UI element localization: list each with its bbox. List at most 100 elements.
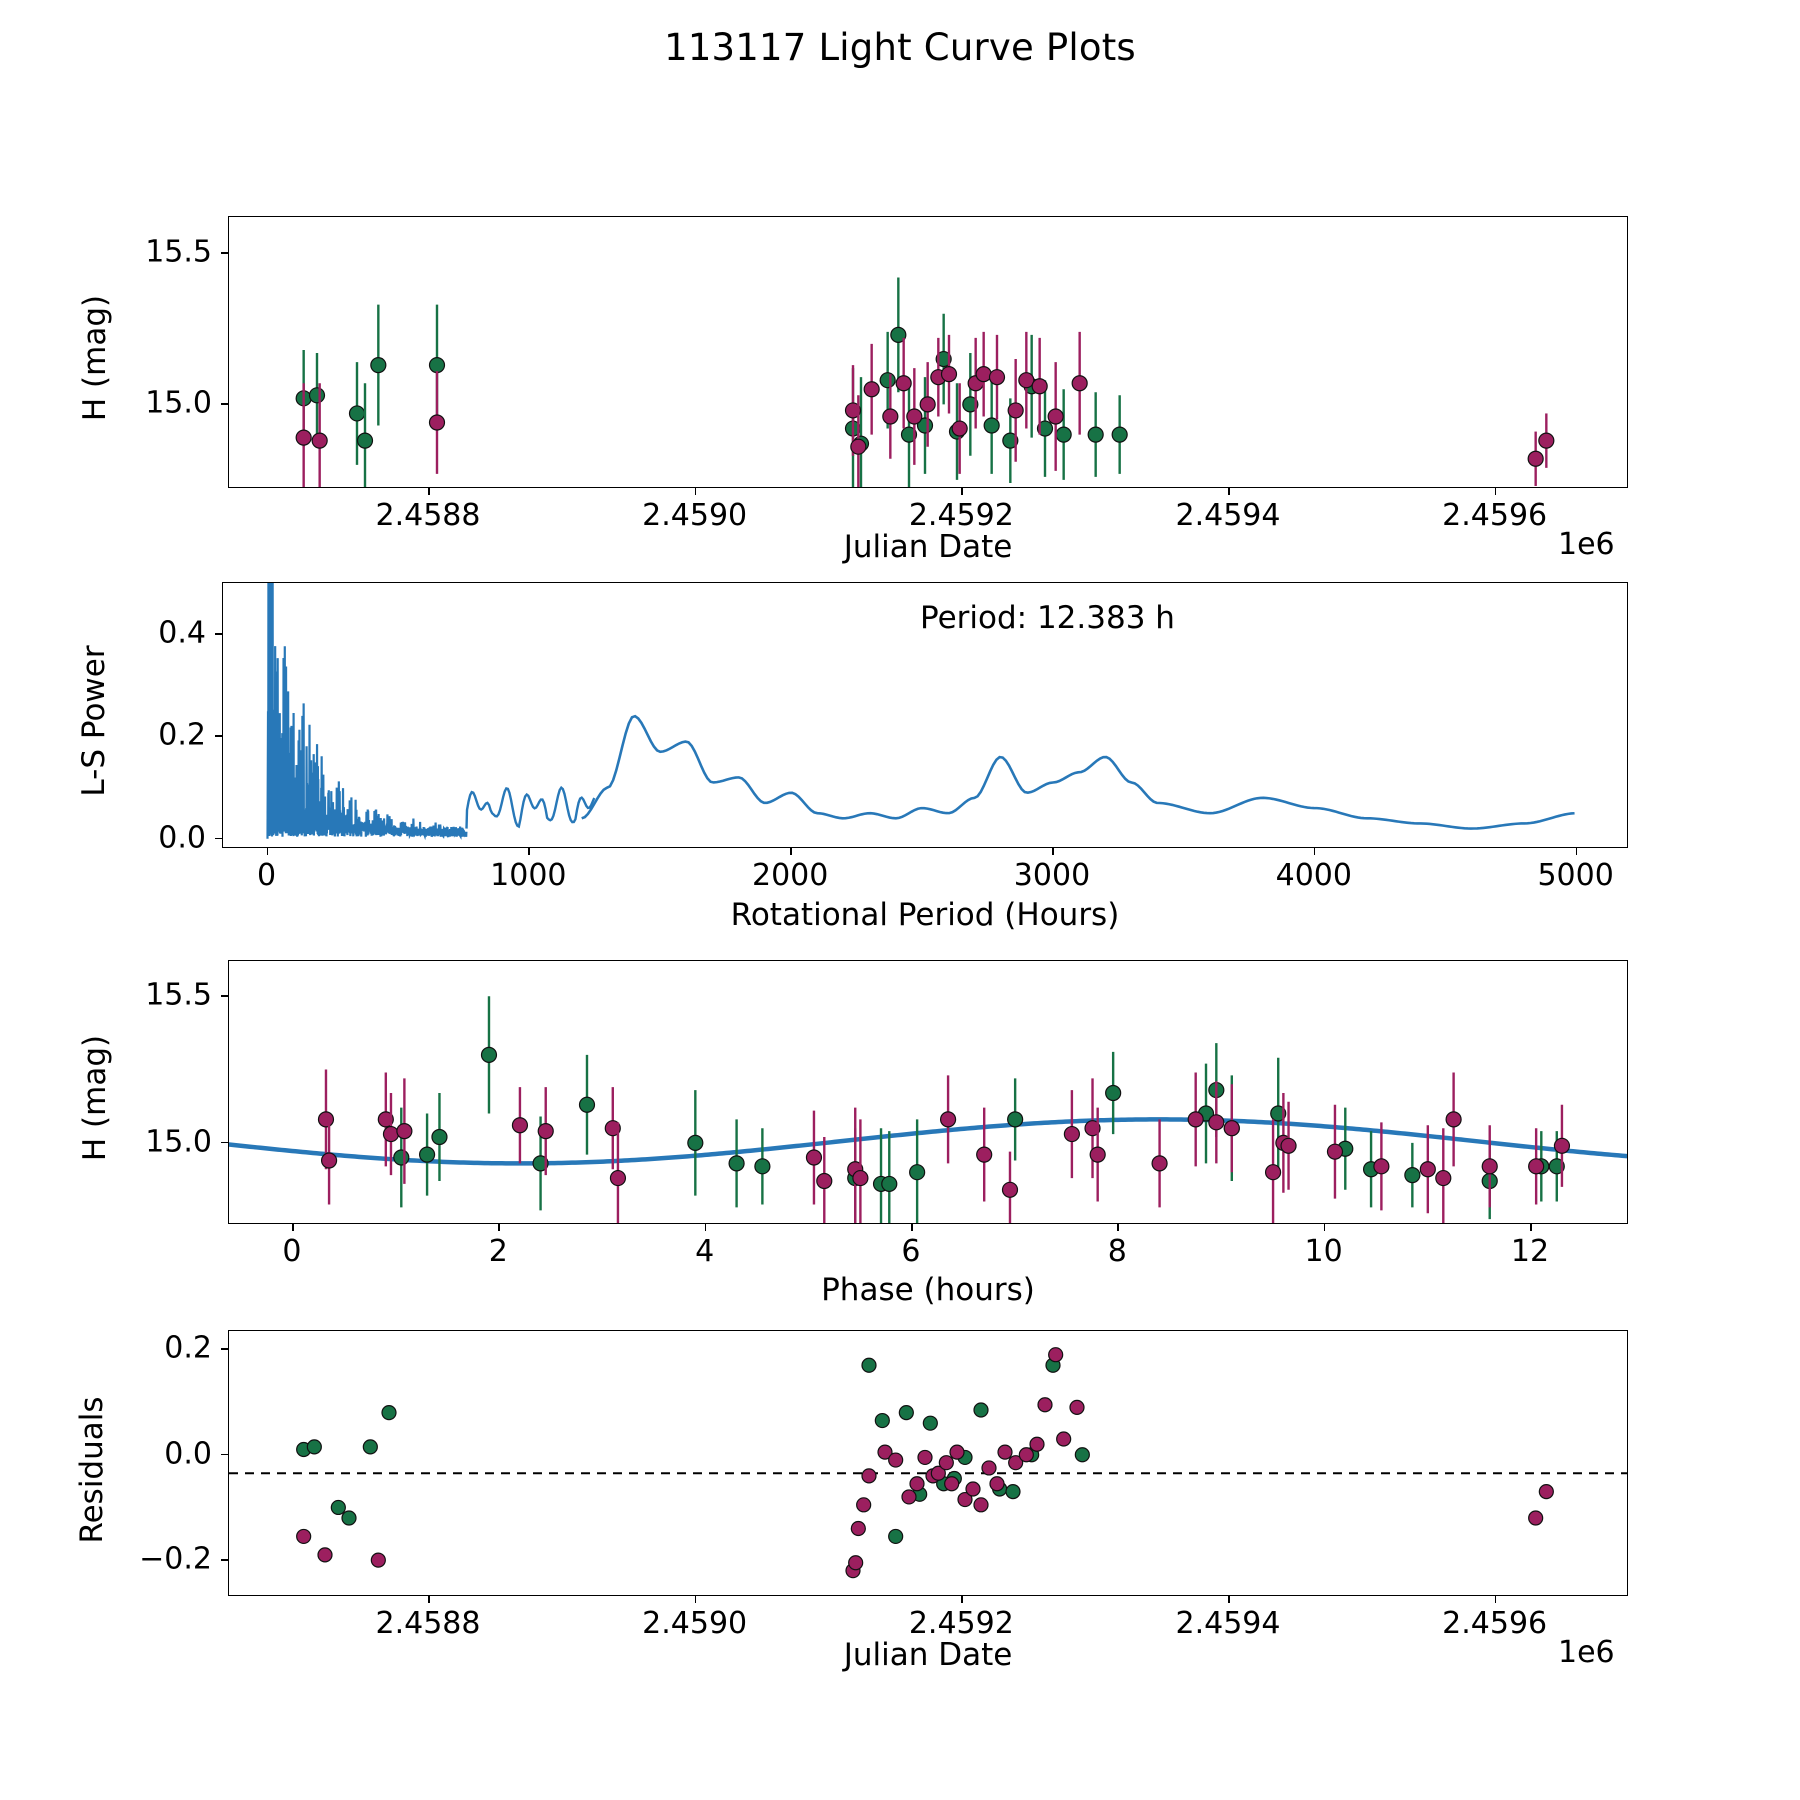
data-point (881, 1175, 898, 1193)
data-point (370, 356, 387, 374)
x-tick-mark (1494, 1596, 1497, 1603)
data-point (895, 375, 912, 392)
data-point (296, 1528, 312, 1545)
y-tick-label: 0.4 (158, 615, 206, 651)
x-tick-mark (1494, 488, 1497, 495)
x-tick-label: 4000 (1275, 858, 1352, 893)
data-point (1002, 432, 1019, 449)
y-tick-label: −0.2 (139, 1541, 212, 1577)
data-point (1548, 1158, 1565, 1175)
y-tick-label: 0.2 (158, 717, 206, 753)
data-point (975, 366, 992, 383)
data-point (1005, 1484, 1021, 1500)
data-point (295, 429, 312, 446)
x-tick-mark (910, 1224, 913, 1231)
x-tick-mark (291, 1224, 294, 1231)
data-point (976, 1146, 993, 1163)
phased-ylabel: H (mag) (77, 1034, 113, 1162)
data-point (983, 417, 1000, 434)
data-point (1029, 1436, 1045, 1452)
x-tick-label: 12 (1510, 1234, 1550, 1269)
y-tick-label: 0.2 (164, 1330, 212, 1366)
x-tick-label: 2000 (751, 858, 829, 893)
y-tick-label: 15.0 (145, 1124, 212, 1160)
data-point (1007, 402, 1024, 419)
data-point (850, 1520, 866, 1537)
y-tick-mark (221, 1453, 228, 1456)
x-tick-mark (1529, 1224, 1532, 1231)
phased-plot-area (229, 996, 1627, 1223)
panel-periodogram (222, 582, 1628, 848)
data-point (981, 1460, 997, 1476)
data-point (1084, 1120, 1101, 1137)
data-point (1373, 1158, 1390, 1175)
data-point (1223, 1120, 1240, 1137)
x-tick-mark (428, 488, 430, 495)
x-tick-label: 2.4588 (375, 498, 481, 533)
data-point (856, 1497, 872, 1513)
x-tick-label: 2.4596 (1442, 1606, 1548, 1641)
data-point (935, 350, 952, 368)
x-tick-label: 2.4596 (1442, 498, 1548, 533)
lightcurve-plot-area (295, 277, 1555, 487)
data-point (370, 1552, 386, 1568)
data-point (317, 1111, 335, 1128)
residuals-plot-area (229, 1347, 1627, 1579)
data-point (311, 432, 328, 449)
x-tick-mark (528, 848, 530, 855)
data-point (1063, 1125, 1080, 1143)
data-point (906, 408, 923, 425)
periodogram-plot-area (266, 583, 1575, 841)
data-point (997, 1444, 1013, 1460)
data-point (377, 1111, 394, 1128)
periodogram-xlabel: Rotational Period (Hours) (730, 897, 1120, 933)
data-point (480, 1046, 498, 1063)
data-point (917, 1449, 933, 1466)
data-point (850, 438, 867, 455)
data-point (609, 1169, 627, 1187)
data-point (1528, 1510, 1544, 1526)
figure-title: 113117 Light Curve Plots (664, 26, 1136, 69)
data-point (308, 387, 326, 404)
data-point (879, 372, 896, 389)
data-point (900, 426, 918, 443)
periodogram-ylabel: L-S Power (76, 645, 112, 797)
x-tick-label: 2 (488, 1234, 508, 1269)
period-annotation: Period: 12.383 h (920, 600, 1175, 636)
data-point (1018, 1447, 1034, 1463)
data-point (1264, 1164, 1282, 1181)
sinusoid-fit-curve (229, 1117, 1627, 1166)
data-point (919, 396, 936, 413)
data-point (1071, 375, 1088, 392)
data-point (604, 1120, 621, 1137)
data-point (578, 1096, 596, 1113)
x-tick-label: 3000 (1013, 858, 1091, 893)
x-tick-mark (266, 848, 269, 855)
data-point (1008, 1455, 1024, 1471)
x-tick-label: 2.4588 (375, 1606, 481, 1641)
data-point (888, 1452, 904, 1468)
y-tick-label: 15.5 (145, 234, 212, 270)
data-point (356, 432, 374, 449)
data-point (1528, 1158, 1545, 1175)
data-point (1208, 1114, 1225, 1131)
data-point (951, 420, 968, 437)
x-tick-mark (961, 488, 963, 495)
x-tick-label: 1000 (490, 858, 567, 893)
data-point (1553, 1137, 1571, 1154)
data-point (1018, 372, 1035, 389)
data-point (940, 366, 958, 383)
data-point (861, 1357, 877, 1373)
y-tick-mark (221, 995, 228, 997)
periodogram-short-period-forest (266, 583, 468, 841)
x-tick-mark (790, 848, 792, 855)
data-point (1007, 1111, 1024, 1128)
data-point (320, 1152, 338, 1169)
data-point (1001, 1181, 1019, 1198)
data-point (381, 1405, 397, 1421)
data-point (1481, 1158, 1498, 1175)
residuals-xlabel: Julian Date (843, 1637, 1013, 1673)
data-point (1445, 1111, 1462, 1128)
x-tick-label: 2.4590 (642, 498, 748, 533)
data-point (877, 1444, 893, 1460)
